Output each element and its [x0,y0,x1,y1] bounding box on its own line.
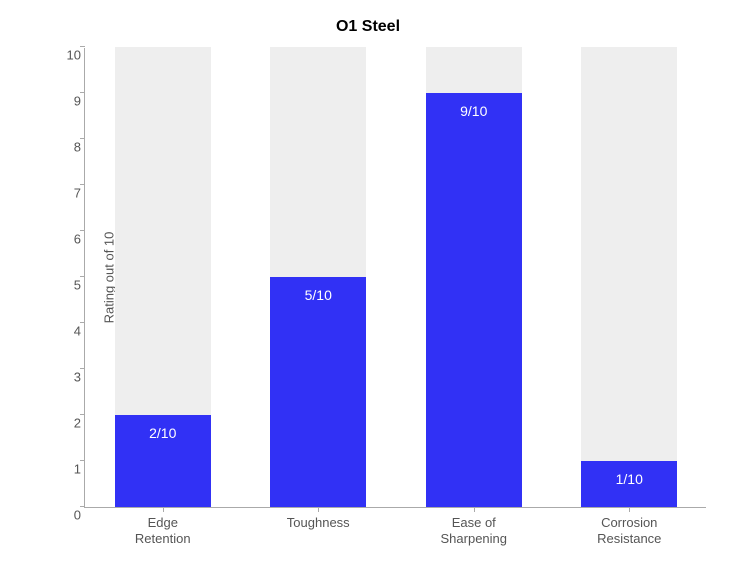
x-tick-label: Ease ofSharpening [406,515,542,546]
bar-value-label: 2/10 [115,425,211,441]
y-tick-mark [80,460,85,461]
y-tick-label: 7 [51,186,81,201]
x-tick-label: CorrosionResistance [561,515,697,546]
bar-background [581,47,677,507]
y-tick-label: 4 [51,324,81,339]
x-tick-label: EdgeRetention [95,515,231,546]
bar-value-label: 5/10 [270,287,366,303]
y-tick-label: 0 [51,508,81,523]
bar-value [270,277,366,507]
x-tick-mark [474,507,475,512]
y-tick-label: 2 [51,416,81,431]
bar-group: 9/10 [426,47,522,507]
x-tick-mark [629,507,630,512]
y-tick-label: 5 [51,278,81,293]
y-tick-label: 8 [51,140,81,155]
y-tick-mark [80,92,85,93]
y-tick-label: 1 [51,462,81,477]
y-tick-mark [80,138,85,139]
y-tick-label: 9 [51,94,81,109]
y-tick-label: 10 [51,48,81,63]
y-tick-mark [80,184,85,185]
y-tick-label: 3 [51,370,81,385]
y-tick-mark [80,322,85,323]
bar-value-label: 9/10 [426,103,522,119]
y-tick-mark [80,230,85,231]
bar-value [426,93,522,507]
y-tick-mark [80,506,85,507]
y-tick-label: 6 [51,232,81,247]
plot-area: Rating out of 10 0123456789102/10EdgeRet… [84,48,706,508]
chart-title: O1 Steel [0,18,736,36]
bar-group: 1/10 [581,47,677,507]
y-tick-mark [80,368,85,369]
x-tick-mark [163,507,164,512]
chart-container: O1 Steel Rating out of 10 0123456789102/… [0,0,736,584]
x-tick-label: Toughness [250,515,386,531]
y-tick-mark [80,276,85,277]
y-tick-mark [80,46,85,47]
bar-value-label: 1/10 [581,471,677,487]
y-tick-mark [80,414,85,415]
bar-group: 2/10 [115,47,211,507]
bar-group: 5/10 [270,47,366,507]
x-tick-mark [318,507,319,512]
